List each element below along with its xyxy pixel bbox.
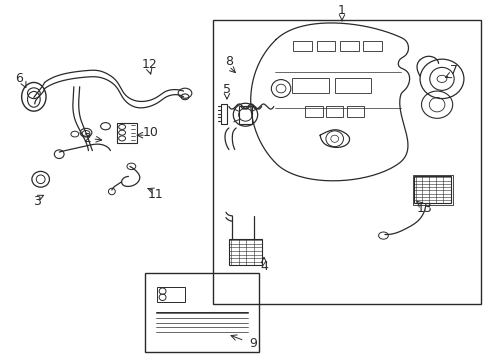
Bar: [238, 107, 252, 124]
Text: 6: 6: [15, 72, 23, 85]
Text: 1: 1: [337, 4, 345, 17]
Bar: [412, 175, 452, 205]
Bar: [334, 78, 370, 93]
Text: 11: 11: [147, 188, 163, 201]
Bar: [346, 107, 363, 117]
Text: 13: 13: [416, 202, 432, 215]
Text: 3: 3: [33, 195, 41, 208]
Text: 7: 7: [449, 64, 457, 77]
Bar: [228, 239, 262, 265]
Bar: [363, 41, 381, 51]
Bar: [117, 123, 137, 143]
Bar: [212, 21, 480, 304]
Text: 9: 9: [249, 337, 257, 350]
Bar: [339, 41, 358, 51]
Bar: [316, 41, 334, 51]
Bar: [305, 107, 322, 117]
Bar: [292, 78, 328, 93]
Bar: [413, 176, 450, 203]
Text: 2: 2: [83, 132, 91, 145]
Text: 12: 12: [141, 58, 157, 71]
Bar: [157, 287, 184, 302]
Text: 5: 5: [223, 83, 230, 96]
Text: 8: 8: [224, 55, 232, 68]
Bar: [293, 41, 311, 51]
Text: 10: 10: [142, 126, 159, 139]
Bar: [144, 273, 259, 352]
Bar: [326, 107, 343, 117]
Text: 4: 4: [260, 260, 267, 273]
Bar: [221, 104, 226, 124]
